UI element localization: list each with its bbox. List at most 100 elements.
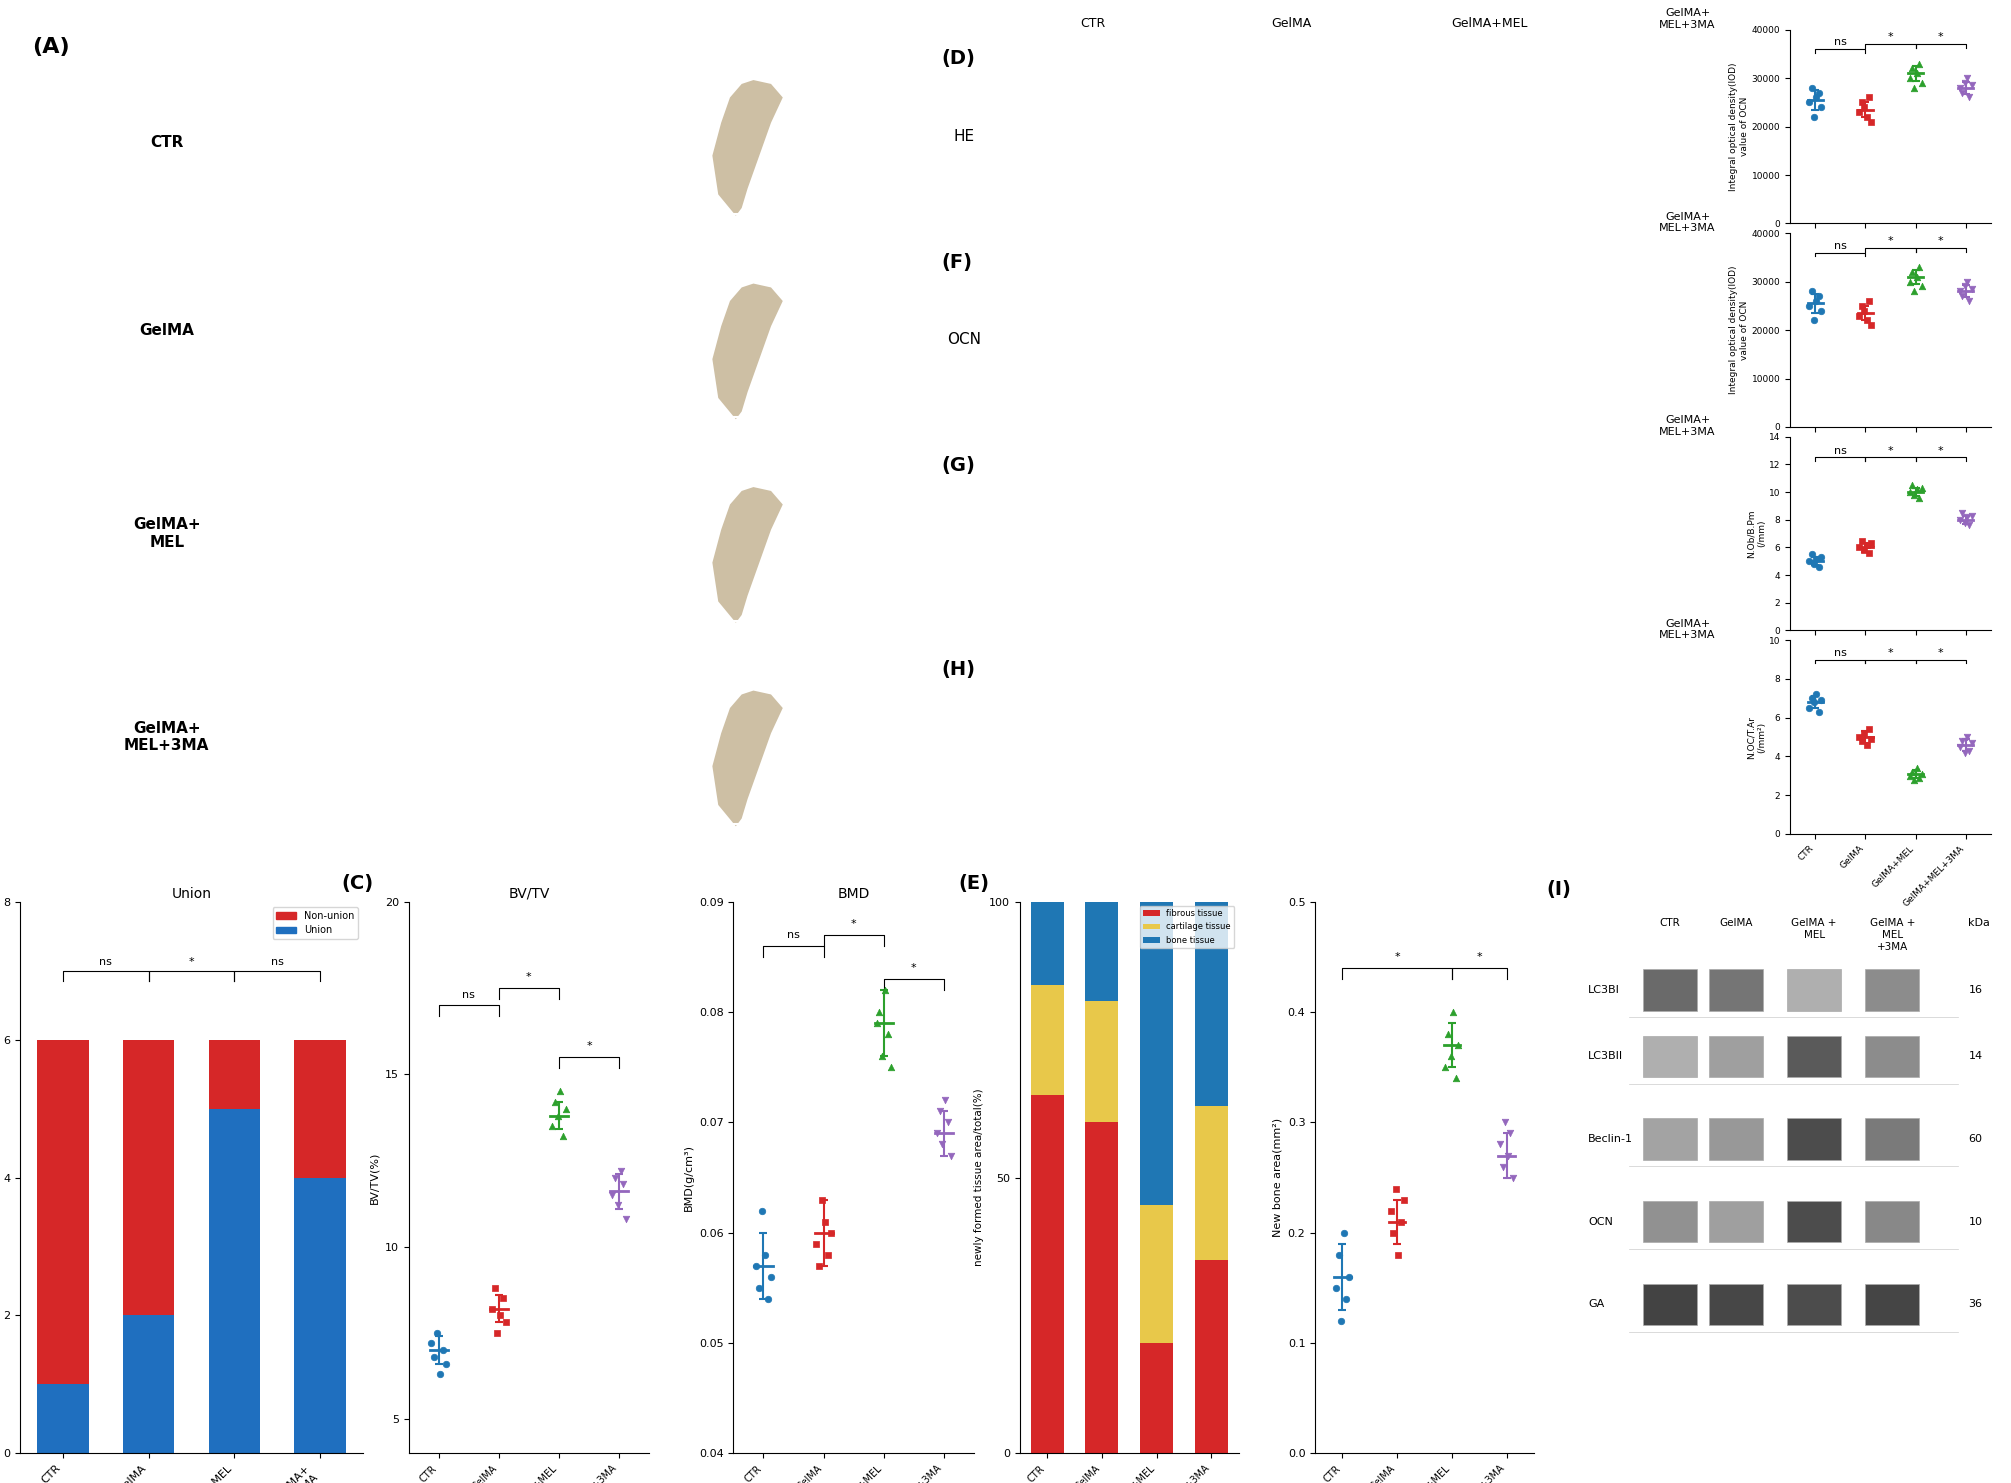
Text: GelMA: GelMA	[139, 323, 195, 338]
Text: 16: 16	[1969, 985, 1983, 995]
Point	[1900, 61, 1933, 85]
Point	[933, 1111, 965, 1134]
Point	[1388, 1188, 1420, 1212]
Bar	[1709, 1118, 1764, 1160]
Point	[1796, 76, 1828, 99]
Point	[1800, 289, 1832, 313]
Bar	[123, 1315, 175, 1453]
Text: ns: ns	[786, 930, 800, 940]
Bar	[1195, 1106, 1227, 1261]
Point	[1953, 739, 1985, 762]
Point	[1947, 730, 1979, 753]
Point	[1945, 76, 1977, 99]
Point	[1806, 95, 1838, 119]
Point	[1846, 294, 1878, 317]
Legend: Non-union, Union: Non-union, Union	[273, 906, 358, 939]
Bar	[1866, 1035, 1918, 1077]
Point	[863, 1000, 895, 1023]
Bar	[1643, 970, 1697, 1011]
Point	[1852, 86, 1884, 110]
Point	[1902, 486, 1935, 510]
Text: *: *	[189, 958, 195, 967]
Bar	[1866, 1284, 1918, 1326]
Point	[754, 1265, 786, 1289]
Point	[875, 1056, 907, 1080]
Point	[1894, 480, 1927, 504]
Bar	[1086, 1123, 1118, 1453]
Point	[1432, 1022, 1464, 1046]
Point	[539, 1090, 571, 1114]
Point	[1850, 308, 1882, 332]
Text: HE: HE	[953, 129, 975, 144]
Point	[1951, 270, 1983, 294]
Point	[1846, 730, 1878, 753]
Point	[1902, 255, 1935, 279]
Point	[869, 979, 901, 1003]
Point	[744, 1275, 776, 1299]
Point	[1894, 270, 1927, 294]
Point	[1906, 476, 1939, 500]
Point	[487, 1286, 519, 1309]
Point	[800, 1232, 833, 1256]
Polygon shape	[712, 691, 782, 826]
Point	[1794, 90, 1826, 114]
Point	[1331, 1287, 1363, 1311]
Text: 36: 36	[1969, 1299, 1983, 1309]
Point	[1848, 300, 1880, 323]
Point	[607, 1173, 639, 1197]
Point	[808, 1210, 841, 1234]
Title: GelMA+MEL: GelMA+MEL	[1452, 16, 1528, 30]
Point	[1798, 691, 1830, 715]
Point	[475, 1296, 507, 1320]
Point	[1796, 279, 1828, 303]
Bar	[1788, 1201, 1840, 1243]
Point	[1325, 1309, 1357, 1333]
Point	[416, 1332, 448, 1355]
Point	[1802, 700, 1834, 724]
Point	[1488, 1111, 1520, 1134]
Text: (D): (D)	[941, 49, 975, 68]
Point	[595, 1183, 627, 1207]
Point	[927, 1133, 959, 1157]
Text: *: *	[1476, 952, 1482, 962]
Bar	[1643, 1201, 1697, 1243]
Point	[1438, 1000, 1470, 1023]
Point	[806, 1188, 839, 1212]
Point	[1378, 1221, 1410, 1244]
Point	[873, 1022, 905, 1046]
Bar	[1643, 1284, 1697, 1326]
Point	[1949, 274, 1981, 298]
Text: ns: ns	[1834, 37, 1846, 47]
Point	[541, 1103, 573, 1127]
Bar	[1140, 1206, 1172, 1344]
Point	[802, 1255, 835, 1278]
Title: GelMA+
MEL+3MA: GelMA+ MEL+3MA	[1659, 415, 1715, 436]
Bar	[1788, 970, 1840, 1011]
Text: *: *	[527, 973, 531, 982]
Point	[1798, 552, 1830, 575]
Point	[485, 1304, 517, 1327]
Bar	[1866, 1118, 1918, 1160]
Text: *: *	[1939, 236, 1943, 246]
Point	[426, 1338, 459, 1361]
Point	[1894, 67, 1927, 90]
Point	[430, 1352, 463, 1376]
Point	[1856, 531, 1888, 555]
Point	[1848, 538, 1880, 562]
Point	[1894, 764, 1927, 787]
Point	[1906, 71, 1939, 95]
Point	[921, 1121, 953, 1145]
Point	[535, 1114, 567, 1137]
Point	[1794, 696, 1826, 719]
Bar	[1709, 1284, 1764, 1326]
Point	[1902, 52, 1935, 76]
Point	[1852, 289, 1884, 313]
Point	[1953, 86, 1985, 110]
Bar	[1643, 1118, 1697, 1160]
Y-axis label: N.OC/T.Ar
(/mm²): N.OC/T.Ar (/mm²)	[1748, 716, 1766, 758]
Point	[545, 1080, 577, 1103]
Text: (I): (I)	[1546, 879, 1573, 899]
Point	[1806, 300, 1838, 323]
Text: Beclin-1: Beclin-1	[1589, 1134, 1633, 1143]
Point	[1945, 736, 1977, 759]
